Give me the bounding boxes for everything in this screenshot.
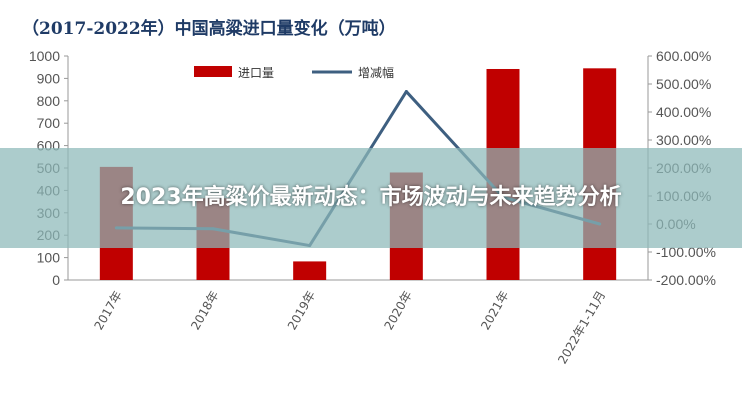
left-tick-label: 800: [37, 93, 61, 109]
x-tick-label: 2021年: [478, 289, 511, 333]
left-tick-label: 700: [37, 115, 61, 131]
x-tick-label: 2020年: [382, 289, 415, 333]
growth-point: [404, 90, 408, 94]
x-tick-label: 2019年: [285, 289, 318, 333]
left-tick-label: 1000: [29, 48, 60, 64]
right-tick-label: 600.00%: [656, 48, 711, 64]
right-tick-label: 500.00%: [656, 76, 711, 92]
legend-swatch-bar: [194, 66, 232, 77]
legend-label-line: 增减幅: [358, 65, 394, 80]
x-tick-label: 2022年1-11月: [555, 289, 608, 367]
right-tick-label: -200.00%: [656, 272, 716, 288]
x-tick-label: 2017年: [92, 289, 125, 333]
left-tick-label: 900: [37, 70, 61, 86]
right-tick-label: -100.00%: [656, 244, 716, 260]
left-tick-label: 0: [52, 272, 60, 288]
right-tick-label: 300.00%: [656, 132, 711, 148]
bar: [293, 261, 327, 280]
left-tick-label: 100: [37, 250, 61, 266]
article-title: 2023年高粱价最新动态：市场波动与未来趋势分析: [120, 185, 622, 210]
article-title-banner: 2023年高粱价最新动态：市场波动与未来趋势分析: [0, 148, 742, 248]
chart-title: （2017-2022年）中国高粱进口量变化（万吨）: [22, 19, 396, 39]
legend-label-bar: 进口量: [238, 66, 274, 80]
right-tick-label: 400.00%: [656, 104, 711, 120]
x-tick-label: 2018年: [188, 289, 221, 333]
